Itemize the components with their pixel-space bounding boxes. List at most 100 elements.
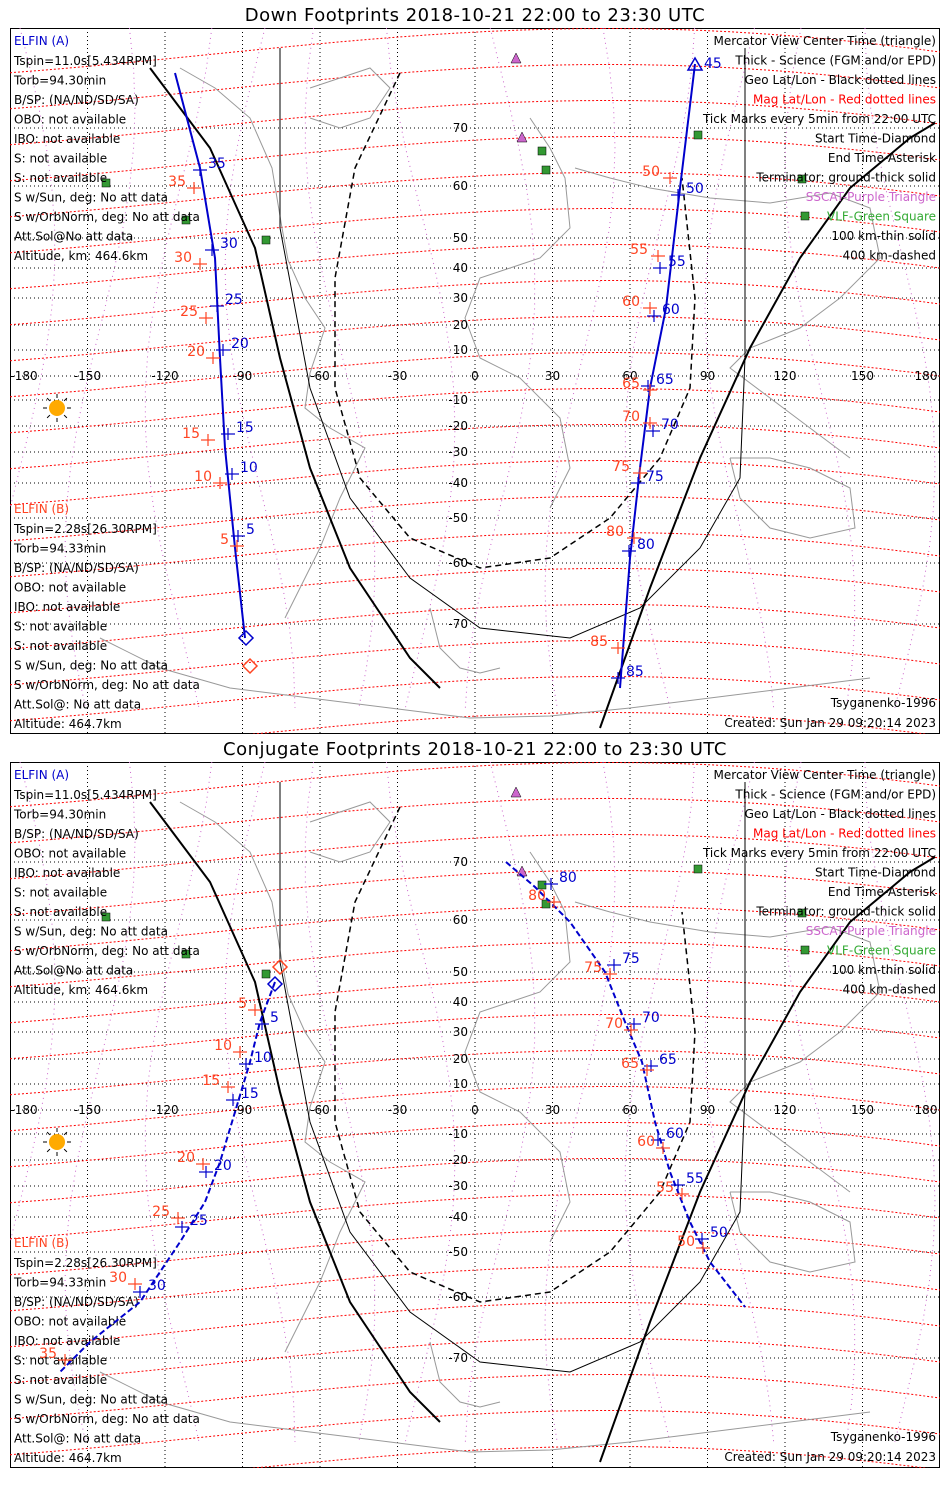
p0-elfin-a-left-tick-label: 20 xyxy=(231,336,249,352)
p0-lat-tick-label: 70 xyxy=(453,121,468,135)
p0-elfin-a-right-tick-label: 70 xyxy=(661,417,679,433)
p0-elfin-b-line: IBO: not available xyxy=(14,600,120,614)
p0-elfin-a-line: S w/Sun, deg: No att data xyxy=(14,191,168,205)
p1-legend-item: Geo Lat/Lon - Black dotted lines xyxy=(745,807,936,821)
p1-mag-lat-line xyxy=(10,797,940,844)
p1-mag-lat-line xyxy=(10,1265,940,1312)
p0-elfin-b-right-tick-label: 60 xyxy=(622,294,640,310)
p1-lon-tick-label: 180 xyxy=(915,1103,938,1117)
p0-mag-lat-line xyxy=(10,135,940,182)
p1-elfin-b-right-tick-label: 50 xyxy=(677,1234,695,1250)
p0-sscat-triangle-icon xyxy=(510,52,522,64)
p1-lon-tick-label: -60 xyxy=(310,1103,330,1117)
p0-elfin-a-left-tick-label: 5 xyxy=(246,522,255,538)
p1-lat-tick-label: -50 xyxy=(448,1245,468,1259)
p1-elfin-a-line: OBO: not available xyxy=(14,847,126,861)
p1-vlf-square-icon xyxy=(101,912,111,922)
p0-elfin-b-line: S w/Sun, deg: No att data xyxy=(14,659,168,673)
p1-lat-tick-label: -70 xyxy=(448,1351,468,1365)
p1-mag-lat-line xyxy=(10,833,940,880)
p0-lat-tick-label: -50 xyxy=(448,511,468,525)
p1-lat-tick-label: 10 xyxy=(453,1077,468,1091)
p1-lon-tick-label: 150 xyxy=(851,1103,874,1117)
p0-coastline xyxy=(574,167,881,459)
p0-legend-item: Mag Lat/Lon - Red dotted lines xyxy=(753,93,936,107)
p0-mag-lat-line xyxy=(10,387,940,434)
p1-legend-item: 400 km-dashed xyxy=(842,983,936,997)
p0-model-label: Tsyganenko-1996 xyxy=(830,696,936,710)
p1-lon-tick-label: 90 xyxy=(700,1103,715,1117)
p0-mag-lat-line xyxy=(10,315,940,362)
p1-elfin-b-right-tick-label: 65 xyxy=(621,1056,639,1072)
p0-mag-lon-line xyxy=(144,28,213,709)
p0-mag-lat-line xyxy=(10,675,940,722)
map-panel-down: -180 -150 -120 -90 -60 -30 0 30 60 90 120 150 180 70 6… xyxy=(10,28,940,734)
p1-vlf-square-icon xyxy=(181,949,191,959)
p0-lat-tick-label: -40 xyxy=(448,476,468,490)
p1-coastline xyxy=(429,1341,501,1408)
p1-coastline xyxy=(464,851,571,1243)
p1-elfin-a-left-tick-label: 15 xyxy=(241,1086,259,1102)
p1-coastline xyxy=(179,801,366,1353)
p0-mag-lat-line xyxy=(10,459,940,506)
p0-mag-lat-line xyxy=(10,207,940,254)
p0-legend-item: VLF-Green Square xyxy=(827,210,936,224)
p1-elfin-a-line: S: not available xyxy=(14,886,107,900)
p0-lat-tick-label: -30 xyxy=(448,445,468,459)
p1-elfin-a-start-diamond xyxy=(266,975,284,993)
p0-mag-lat-line xyxy=(10,171,940,218)
p1-elfin-b-right-tick-label: 60 xyxy=(637,1134,655,1150)
p0-lon-tick-label: 150 xyxy=(851,369,874,383)
p1-mag-lat-line xyxy=(10,905,940,952)
p1-elfin-a-right-tick-label: 75 xyxy=(622,951,640,967)
p0-lon-tick-label: -60 xyxy=(310,369,330,383)
p0-elfin-a-left-tick-label: 15 xyxy=(236,420,254,436)
p1-vlf-square-icon xyxy=(537,880,547,890)
p0-lat-tick-label: 10 xyxy=(453,343,468,357)
p0-elfin-b-line: S: not available xyxy=(14,620,107,634)
p1-sun-ray xyxy=(63,1131,68,1136)
p1-vlf-square-icon xyxy=(800,945,810,955)
p0-elfin-b-line: S w/OrbNorm, deg: No att data xyxy=(14,678,200,692)
p0-vlf-square-icon xyxy=(797,174,807,184)
p1-elfin-b-right-tick-label: 80 xyxy=(528,888,546,904)
p0-created-label: Created: Sun Jan 29 09:20:14 2023 xyxy=(724,716,936,730)
p0-elfin-a-line: Altitude, km: 464.6km xyxy=(14,249,148,263)
p1-elfin-b-left-tick-label: 35 xyxy=(39,1346,57,1362)
p0-legend-item: Start Time-Diamond xyxy=(815,132,936,146)
p0-end-tick-label: 45 xyxy=(704,56,722,72)
p1-mag-lat-line xyxy=(10,941,940,988)
p0-lat-tick-label: 40 xyxy=(453,261,468,275)
p1-legend-item: Mercator View Center Time (triangle) xyxy=(714,768,936,782)
p1-vlf-square-icon xyxy=(261,969,271,979)
p0-lon-tick-label: 90 xyxy=(700,369,715,383)
p0-elfin-b-line: Torb=94.33min xyxy=(13,542,106,556)
p0-mag-lat-line xyxy=(10,99,940,146)
p1-elfin-b-left-tick-label: 5 xyxy=(238,996,247,1012)
p1-mag-lat-line xyxy=(10,869,940,916)
p0-elfin-b-line: OBO: not available xyxy=(14,581,126,595)
p0-terminator-left xyxy=(149,67,441,689)
p1-mag-lat-line xyxy=(10,1193,940,1240)
p1-elfin-a-left-tick-label: 5 xyxy=(270,1010,279,1026)
p0-mag-lat-line xyxy=(249,711,929,734)
p1-legend-item: Terminator: ground-thick solid xyxy=(755,905,936,919)
p0-sun-ray xyxy=(46,414,51,419)
p1-mag-lat-line xyxy=(10,1337,940,1384)
p1-elfin-b-start-diamond xyxy=(271,958,289,976)
p0-lat-tick-label: -60 xyxy=(448,556,468,570)
p1-elfin-a-right-tick-label: 80 xyxy=(559,870,577,886)
p1-mag-lon-line xyxy=(144,762,213,1443)
p1-lat-tick-label: -60 xyxy=(448,1290,468,1304)
p0-elfin-b-right-tick-label: 75 xyxy=(612,459,630,475)
p0-legend-item: End Time-Asterisk xyxy=(828,151,936,165)
p0-sun-ray xyxy=(63,397,68,402)
p1-legend-item: Start Time-Diamond xyxy=(815,866,936,880)
p0-sun-icon xyxy=(49,400,65,416)
p0-elfin-a-right-tick-label: 80 xyxy=(637,537,655,553)
p1-elfin-a-line: B/SP: (NA/ND/SD/SA) xyxy=(14,827,139,841)
p0-lon-tick-label: -120 xyxy=(151,369,178,383)
p0-lat-tick-label: 60 xyxy=(453,179,468,193)
p1-elfin-b-line: S: not available xyxy=(14,1373,107,1387)
p1-lon-tick-label: -150 xyxy=(74,1103,101,1117)
